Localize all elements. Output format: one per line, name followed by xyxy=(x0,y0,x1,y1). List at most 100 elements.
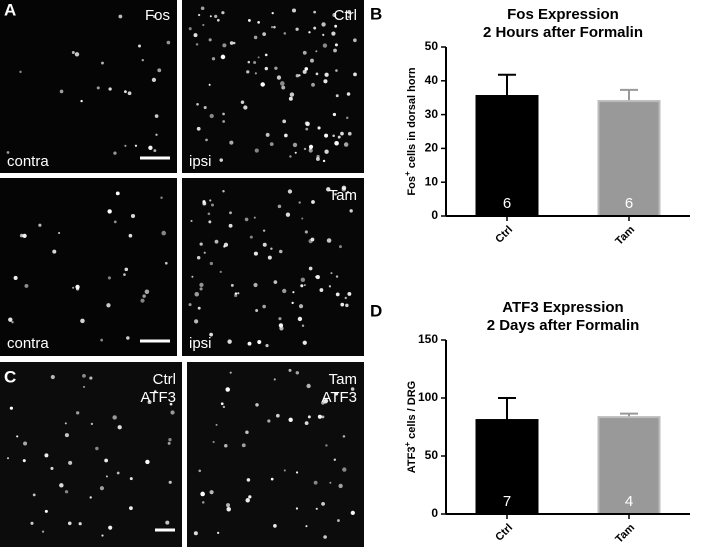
cell-dot xyxy=(209,332,213,337)
cell-dot xyxy=(23,441,28,446)
cell-dot xyxy=(118,14,123,19)
cell-dot xyxy=(257,21,260,24)
cell-dot xyxy=(295,507,299,510)
cell-dot xyxy=(153,390,157,393)
cell-dot xyxy=(11,321,14,324)
cell-dot xyxy=(346,191,350,194)
bar xyxy=(597,100,661,217)
cell-dot xyxy=(288,417,293,423)
cell-dot xyxy=(254,148,259,153)
cell-dot xyxy=(80,318,85,324)
cell-dot xyxy=(71,51,75,54)
cell-dot xyxy=(129,477,133,481)
cell-dot xyxy=(331,31,336,36)
cell-dot xyxy=(243,105,248,110)
cell-dot xyxy=(326,187,331,192)
cell-dot xyxy=(89,496,92,499)
cell-dot xyxy=(267,255,272,260)
cell-dot xyxy=(126,336,130,340)
cell-dot xyxy=(335,69,338,72)
cell-dot xyxy=(300,277,306,283)
chart-title: 2 Days after Formalin xyxy=(487,317,640,334)
cell-dot xyxy=(19,233,24,238)
cell-dot xyxy=(113,151,117,155)
cell-dot xyxy=(321,501,325,506)
cell-dot xyxy=(230,283,234,287)
image xyxy=(0,362,182,547)
cell-dot xyxy=(16,435,19,438)
cell-dot xyxy=(262,242,267,247)
image-label: contra xyxy=(7,335,49,352)
cell-dot xyxy=(346,92,351,96)
cell-dot xyxy=(345,303,349,308)
cell-dot xyxy=(301,217,304,220)
y-label-part: + xyxy=(403,442,412,447)
cell-dot xyxy=(78,522,82,526)
cell-dot xyxy=(161,230,167,236)
cell-dot xyxy=(9,406,13,410)
cell-dot xyxy=(210,203,215,207)
cell-dot xyxy=(214,14,218,18)
cell-dot xyxy=(221,11,225,15)
cell-dot xyxy=(134,144,138,147)
cell-dot xyxy=(208,83,211,86)
cell-dot xyxy=(75,284,80,290)
cell-dot xyxy=(291,301,294,305)
n-label: 6 xyxy=(625,195,633,212)
cell-dot xyxy=(304,67,309,71)
cell-dot xyxy=(145,459,150,465)
cell-dot xyxy=(267,419,271,423)
cell-dot xyxy=(64,490,69,494)
cell-dot xyxy=(328,285,332,288)
cell-dot xyxy=(265,132,270,137)
cell-dot xyxy=(322,33,325,36)
cell-dot xyxy=(295,27,299,31)
cell-dot xyxy=(52,249,57,254)
cell-dot xyxy=(277,204,282,209)
cell-dot xyxy=(245,498,250,503)
cell-dot xyxy=(209,15,212,18)
cell-dot xyxy=(223,242,229,247)
cell-dot xyxy=(155,133,158,136)
cell-dot xyxy=(196,126,201,131)
cell-dot xyxy=(112,415,117,420)
image-label: ipsi xyxy=(189,153,212,170)
cell-dot xyxy=(229,41,234,45)
cell-dot xyxy=(291,8,297,13)
cell-dot xyxy=(144,289,150,295)
cell-dot xyxy=(211,57,216,61)
y-tick-label: 0 xyxy=(431,506,438,520)
y-label-part: cells in dorsal horn xyxy=(406,67,418,171)
cell-dot xyxy=(284,133,288,138)
cell-dot xyxy=(302,69,307,74)
cell-dot xyxy=(323,399,328,404)
cell-dot xyxy=(297,316,303,322)
cell-dot xyxy=(104,458,109,463)
cell-dot xyxy=(216,18,220,22)
cell-dot xyxy=(229,211,232,215)
cell-dot xyxy=(302,340,307,345)
cell-dot xyxy=(244,217,249,222)
cell-dot xyxy=(247,60,251,64)
cell-dot xyxy=(113,220,117,224)
image-label: contra xyxy=(7,153,49,170)
cell-dot xyxy=(273,378,276,381)
cell-dot xyxy=(305,525,308,528)
cell-dot xyxy=(30,521,34,525)
bar xyxy=(475,419,539,516)
cell-dot xyxy=(255,403,259,407)
cell-dot xyxy=(151,77,157,83)
cell-dot xyxy=(83,385,86,388)
cell-dot xyxy=(315,507,318,510)
cell-dot xyxy=(340,302,345,307)
cell-dot xyxy=(194,291,200,297)
y-tick-label: 0 xyxy=(431,208,438,222)
cell-dot xyxy=(166,40,171,45)
cell-dot xyxy=(50,466,54,470)
bar xyxy=(475,95,539,217)
cell-dot xyxy=(6,151,10,154)
cell-dot xyxy=(332,12,337,17)
image-label: Tam xyxy=(329,187,357,204)
cell-dot xyxy=(310,58,314,63)
cell-dot xyxy=(167,441,171,445)
